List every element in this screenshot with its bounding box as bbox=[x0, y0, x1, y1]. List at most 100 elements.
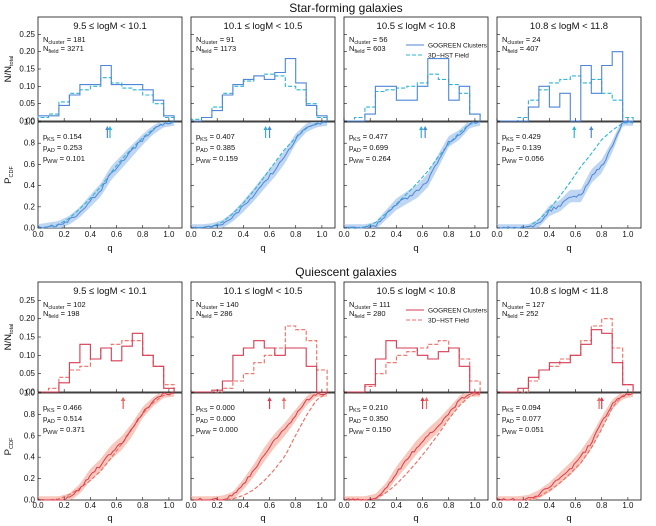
legend-cluster-text: GOGREEN Clusters bbox=[428, 43, 488, 50]
cluster-cdf-line bbox=[191, 392, 328, 501]
x-tick-label: 1.0 bbox=[622, 501, 634, 510]
cdf-y-tick-label: 0.4 bbox=[24, 453, 36, 462]
p-ks-label: pKS = 0.407 bbox=[196, 132, 235, 143]
hist-y-tick-label: 0.10 bbox=[19, 82, 35, 91]
p-ww-label: pWW = 0.000 bbox=[196, 425, 238, 436]
x-axis-label: q bbox=[107, 243, 112, 254]
x-tick-label: 0.0 bbox=[185, 501, 197, 510]
field-median-arrow-head bbox=[572, 126, 577, 130]
field-median-arrow-head bbox=[281, 397, 287, 401]
panel-q-0: 0.00 0.05 0.10 0.15 0.20 0.25 9.5 ≤ logM < 10.… bbox=[19, 281, 183, 524]
x-axis-label: q bbox=[107, 513, 112, 524]
x-tick-label: 0.8 bbox=[137, 230, 149, 239]
x-tick-label: 0.6 bbox=[570, 501, 582, 510]
cdf-frame bbox=[190, 121, 336, 229]
p-ks-label: pKS = 0.429 bbox=[502, 132, 541, 143]
p-ww-label: pWW = 0.264 bbox=[349, 154, 391, 165]
p-ad-label: pAD = 0.385 bbox=[196, 143, 235, 154]
p-ad-label: pAD = 0.699 bbox=[349, 143, 388, 154]
hist-frame bbox=[37, 281, 183, 393]
cluster-histogram bbox=[497, 329, 634, 393]
p-ww-label: pWW = 0.159 bbox=[196, 154, 238, 165]
x-tick-label: 0.4 bbox=[85, 230, 97, 239]
x-tick-label: 0.0 bbox=[32, 501, 44, 510]
cdf-frame bbox=[343, 121, 489, 229]
cluster-cdf-line bbox=[343, 392, 481, 501]
n-cluster-label: Ncluster = 24 bbox=[502, 35, 541, 46]
field-median-arrow-head bbox=[419, 126, 424, 130]
cdf-confidence-band bbox=[344, 122, 481, 228]
sf-section-title: Star-forming galaxies bbox=[289, 1, 402, 15]
x-tick-label: 0.4 bbox=[85, 501, 97, 510]
cluster-histogram bbox=[38, 332, 175, 393]
p-ad-label: pAD = 0.077 bbox=[502, 414, 541, 425]
field-histogram bbox=[191, 325, 328, 393]
field-median-arrow-head bbox=[263, 126, 268, 130]
hist-y-tick-label: 0.20 bbox=[19, 47, 35, 56]
x-tick-label: 0.0 bbox=[491, 230, 503, 239]
hist-y-tick-label: 0.25 bbox=[19, 296, 35, 305]
field-histogram bbox=[344, 73, 481, 122]
x-tick-label: 0.6 bbox=[111, 230, 123, 239]
cluster-median-arrow-head bbox=[420, 397, 425, 401]
x-tick-label: 0.6 bbox=[417, 230, 429, 239]
hist-frame bbox=[343, 16, 489, 122]
cdf-confidence-band bbox=[191, 122, 328, 228]
field-cdf-line bbox=[37, 121, 175, 229]
cluster-histogram bbox=[191, 58, 328, 122]
x-tick-label: 0.4 bbox=[544, 230, 556, 239]
x-axis-label: q bbox=[260, 243, 265, 254]
field-histogram bbox=[497, 75, 634, 122]
hist-y-axis-label: N/Ntotal bbox=[3, 56, 15, 83]
p-ad-label: pAD = 0.000 bbox=[196, 414, 235, 425]
n-field-label: Nfield = 252 bbox=[502, 309, 539, 320]
hist-y-tick-label: 0.25 bbox=[19, 30, 35, 39]
x-tick-label: 0.6 bbox=[570, 230, 582, 239]
x-tick-label: 0.8 bbox=[290, 230, 302, 239]
cdf-frame bbox=[190, 392, 336, 501]
n-field-label: Nfield = 280 bbox=[349, 309, 386, 320]
n-cluster-label: Ncluster = 140 bbox=[196, 300, 239, 311]
p-ww-label: pWW = 0.150 bbox=[349, 425, 391, 436]
field-cdf-line bbox=[497, 392, 634, 501]
cluster-cdf-line bbox=[497, 121, 634, 229]
x-tick-label: 0.6 bbox=[417, 501, 429, 510]
n-field-label: Nfield = 198 bbox=[43, 309, 80, 320]
mass-range-label: 10.1 ≤ logM < 10.5 bbox=[224, 286, 303, 297]
x-tick-label: 0.2 bbox=[212, 230, 224, 239]
cdf-y-tick-label: 0.2 bbox=[24, 202, 36, 211]
field-cdf-line bbox=[344, 121, 481, 229]
mass-range-label: 10.1 ≤ logM < 10.5 bbox=[224, 21, 303, 32]
cluster-median-arrow-head bbox=[589, 126, 594, 130]
cdf-y-axis-label: PCDF bbox=[3, 437, 15, 455]
legend-field-text: 3D−HST Field bbox=[428, 318, 469, 325]
cdf-y-tick-label: 0.4 bbox=[24, 181, 36, 190]
x-tick-label: 1.0 bbox=[163, 230, 175, 239]
cdf-frame bbox=[496, 392, 642, 501]
x-tick-label: 0.8 bbox=[443, 501, 455, 510]
cdf-y-axis-label: PCDF bbox=[3, 166, 15, 184]
hist-frame bbox=[190, 281, 336, 393]
hist-frame bbox=[496, 281, 642, 393]
x-tick-label: 0.6 bbox=[111, 501, 123, 510]
panel-grid: 0.00 0.05 0.10 0.15 0.20 0.25 9.5 ≤ logM < 10.… bbox=[3, 16, 642, 524]
n-field-label: Nfield = 1173 bbox=[196, 44, 236, 55]
n-cluster-label: Ncluster = 127 bbox=[502, 300, 545, 311]
n-cluster-label: Ncluster = 56 bbox=[349, 35, 388, 46]
cluster-cdf-line bbox=[343, 121, 481, 229]
n-cluster-label: Ncluster = 102 bbox=[43, 300, 86, 311]
hist-y-tick-label: 0.00 bbox=[19, 388, 35, 397]
field-cdf-line bbox=[497, 121, 634, 229]
cdf-y-tick-label: 1.0 bbox=[24, 118, 36, 127]
x-tick-label: 1.0 bbox=[622, 230, 634, 239]
hist-y-tick-label: 0.15 bbox=[19, 333, 35, 342]
field-histogram bbox=[38, 340, 175, 393]
cdf-y-tick-label: 0.2 bbox=[24, 474, 36, 483]
x-tick-label: 0.4 bbox=[391, 501, 403, 510]
n-cluster-label: Ncluster = 111 bbox=[349, 300, 391, 311]
x-tick-label: 1.0 bbox=[163, 501, 175, 510]
